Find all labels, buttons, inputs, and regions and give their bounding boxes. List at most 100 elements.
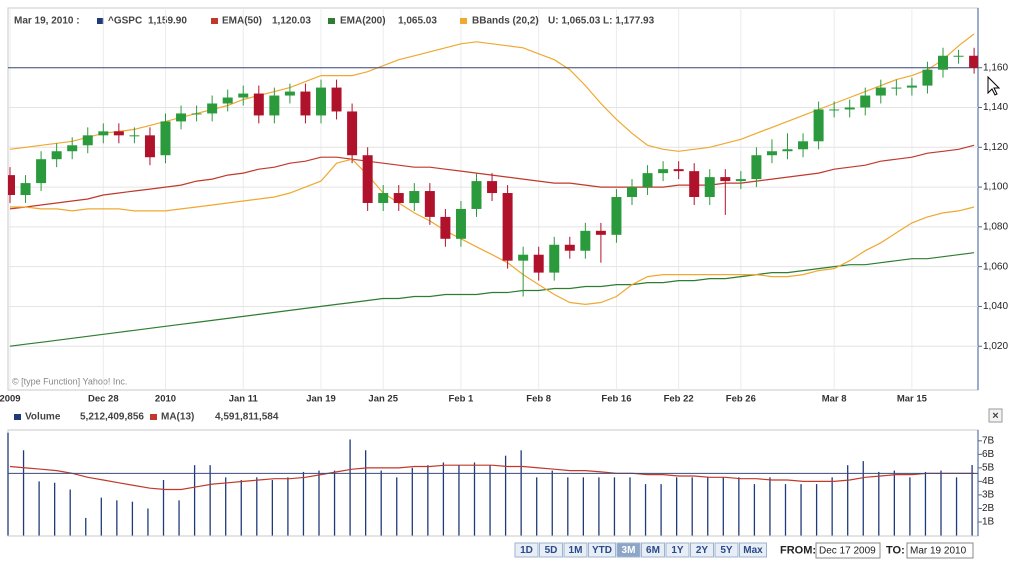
x-tick-label: Jan 19 [306, 394, 336, 405]
range-label[interactable]: 1D [520, 545, 533, 556]
ma-line [9, 464, 975, 491]
y-tick-label: 1,040 [983, 301, 1008, 312]
legend-name: MA(13) [161, 412, 194, 423]
y-tick-label: 7B [982, 435, 995, 446]
candle-body [253, 93, 264, 116]
range-label[interactable]: 1M [569, 545, 583, 556]
candle-body [611, 197, 622, 235]
range-button[interactable] [588, 542, 616, 558]
candle-body [735, 179, 746, 182]
range-label[interactable]: Max [743, 545, 763, 556]
to-input[interactable] [906, 542, 974, 559]
from-value[interactable]: Dec 17 2009 [819, 546, 876, 557]
candle-body [595, 230, 606, 235]
from-input[interactable] [815, 542, 881, 559]
legend-name: BBands (20,2) [472, 16, 539, 27]
legend-value: 1,120.03 [272, 16, 311, 27]
candle-body [129, 135, 140, 137]
close-icon[interactable]: × [992, 410, 998, 422]
legend-name: EMA(200) [340, 16, 386, 27]
candle-body [844, 107, 855, 110]
x-tick-label: Dec 28 [88, 394, 119, 405]
legend-value: 4,591,811,584 [215, 412, 279, 423]
candle-body [487, 181, 498, 194]
range-button[interactable] [690, 542, 714, 558]
x-tick-label: 2009 [0, 394, 21, 405]
candle-body [658, 169, 669, 174]
range-label[interactable]: YTD [592, 545, 612, 556]
range-button[interactable] [739, 542, 767, 558]
range-label[interactable]: 2Y [696, 545, 709, 556]
to-value[interactable]: Mar 19 2010 [910, 546, 967, 557]
x-tick-label: Mar 8 [822, 394, 847, 405]
candle-body [222, 97, 233, 104]
ema-line [9, 252, 975, 347]
candle-body [207, 103, 218, 114]
candle-body [766, 151, 777, 156]
range-label[interactable]: 6M [646, 545, 660, 556]
cursor [987, 75, 1001, 96]
candle-body [378, 193, 389, 203]
legend-name: Volume [25, 412, 61, 423]
candle-body [393, 193, 404, 203]
symbol: ^GSPC [108, 16, 142, 27]
range-label[interactable]: 5D [545, 545, 558, 556]
candle-body [67, 145, 78, 152]
range-button[interactable] [539, 542, 563, 558]
legend-name: EMA(50) [222, 16, 262, 27]
candle-body [564, 244, 575, 251]
range-button[interactable] [514, 542, 539, 558]
candle-body [798, 141, 809, 150]
candle-body [440, 216, 451, 239]
range-label[interactable]: 1Y [671, 545, 684, 556]
legend-swatch [150, 414, 157, 420]
candle-body [409, 191, 420, 203]
y-tick-label: 1,020 [983, 341, 1008, 352]
from-label: FROM: [780, 544, 816, 556]
candle-body [113, 131, 124, 136]
range-button[interactable] [714, 542, 739, 558]
legend-swatch [328, 18, 335, 24]
legend-swatch [97, 18, 104, 24]
x-tick-label: Jan 11 [229, 394, 259, 405]
candle-body [829, 109, 840, 111]
legend-swatch [14, 414, 21, 420]
range-button[interactable] [563, 542, 588, 558]
range-button[interactable] [641, 542, 665, 558]
candle-body [751, 155, 762, 180]
x-tick-label: Feb 26 [726, 394, 756, 405]
candle-body [922, 69, 933, 86]
candle-body [891, 87, 902, 89]
candle-body [627, 187, 637, 198]
to-label: TO: [886, 544, 905, 556]
legend-value: U: 1,065.03 L: 1,177.93 [548, 16, 655, 27]
candle-body [969, 55, 978, 68]
symbol-value: 1,159.90 [148, 16, 187, 27]
y-tick-label: 3B [982, 490, 995, 501]
candle-body [813, 109, 824, 142]
candle-body [673, 169, 684, 172]
watermark: © [type Function] Yahoo! Inc. [12, 376, 127, 386]
candle-body [331, 87, 342, 112]
x-tick-label: Jan 25 [368, 394, 398, 405]
candle-body [176, 113, 187, 122]
candle-body [238, 93, 249, 98]
range-label[interactable]: 3M [622, 545, 636, 556]
candle-body [316, 87, 326, 116]
candle-body [953, 55, 964, 57]
range-label[interactable]: 5Y [720, 545, 733, 556]
candle-body [191, 113, 202, 115]
x-tick-label: Feb 16 [601, 394, 631, 405]
date: Mar 19, 2010 : [14, 16, 80, 27]
legend-value: 1,065.03 [398, 16, 437, 27]
candle-body [502, 193, 513, 261]
legend-value: 5,212,409,856 [80, 412, 144, 423]
close-button[interactable] [988, 408, 1003, 423]
range-button[interactable] [616, 542, 641, 558]
range-button[interactable] [665, 542, 690, 558]
candle-body [8, 175, 15, 196]
candle-body [269, 95, 280, 116]
y-tick-label: 6B [982, 449, 995, 460]
y-tick-label: 1,160 [983, 62, 1008, 73]
